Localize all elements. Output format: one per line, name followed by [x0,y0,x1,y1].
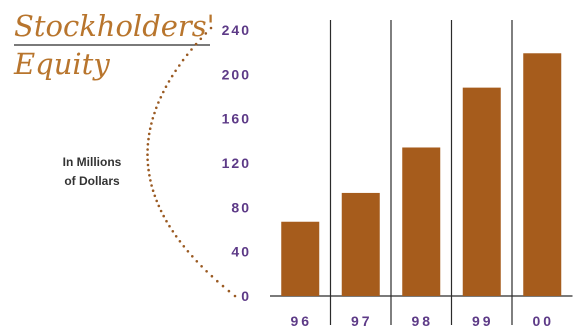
bar-98 [402,147,441,296]
arc-dot [155,199,158,203]
y-tick-200: 200 [222,66,251,82]
bar-99 [462,87,501,296]
arc-dot [151,189,155,192]
arc-dot [178,240,182,243]
arc-dot [185,53,189,57]
bar-97 [341,192,380,296]
arc-dot [200,265,203,268]
arc-dot [216,279,219,283]
arc-dot [149,179,152,182]
y-tick-0: 0 [241,288,251,304]
x-tick-98: 98 [411,313,433,329]
arc-dot [162,214,165,218]
arc-dot [162,90,165,94]
arc-dot [155,106,158,110]
y-tick-160: 160 [222,111,251,127]
y-tick-40: 40 [231,244,251,260]
arc-dot [170,74,174,78]
arc-dot [148,127,152,130]
bars [281,53,562,297]
arc-dot [178,64,181,67]
x-tick-96: 96 [290,313,312,329]
arc-dot [186,250,190,253]
arc-dot [153,111,156,115]
y-tick-240: 240 [222,22,251,38]
arc-dot [150,184,153,187]
arc-dot [167,80,171,83]
arc-dot [199,37,203,41]
x-tick-00: 00 [532,313,554,329]
x-tick-99: 99 [472,313,494,329]
arc-dot [157,204,161,208]
arc-dot [168,224,171,228]
chart-title-line-1: Stockholders' [14,9,215,43]
arc-dot [174,69,177,73]
arc-dot [146,143,150,146]
arc-dot [146,158,149,162]
bar-00 [523,53,562,297]
bar-96 [281,221,320,296]
arc-dot [150,122,153,125]
arc-dot [233,294,237,298]
y-axis-label-line-2: of Dollars [64,174,120,188]
column-dividers [270,20,573,325]
arc-dot [153,194,157,198]
arc-dot [146,153,149,156]
arc-dot [164,85,168,88]
arc-dot [209,26,213,30]
arc-dot [191,254,194,258]
arc-dot [174,235,178,238]
arc-dot [195,260,199,263]
arc-dot [182,245,186,248]
chart-title-line-2: Equity [13,47,110,81]
arc-dot [147,168,150,172]
arc-dot [147,137,150,141]
y-tick-labels: 0 40 80 120 160 200 240 [222,22,251,304]
arc-dot [146,148,149,151]
arc-dot [148,174,151,177]
y-tick-80: 80 [231,199,251,215]
arc-dot [227,289,231,293]
arc-dot [147,132,151,136]
arc-dot [204,32,208,35]
arc-dot [159,209,163,213]
arc-dot [194,42,198,46]
x-tick-97: 97 [351,313,373,329]
arc-dot [205,270,208,273]
y-axis-label-line-1: In Millions [63,155,122,169]
arc-dot [181,58,185,62]
arc-dot [171,230,175,233]
decorative-dotted-arc [146,26,237,298]
arc-dot [190,48,193,51]
arc-dot [210,274,214,278]
arc-dot [221,284,225,288]
y-tick-120: 120 [222,155,251,171]
arc-dot [157,101,160,104]
arc-dot [165,219,168,223]
arc-dot [146,163,150,167]
arc-dot [151,117,155,120]
arc-dot [159,96,163,99]
x-tick-labels: 96 97 98 99 00 [290,313,554,329]
